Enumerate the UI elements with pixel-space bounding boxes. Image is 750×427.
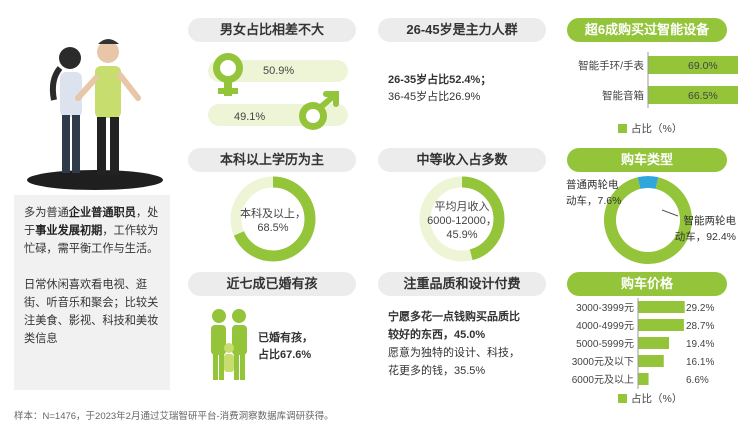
- bar: [648, 56, 738, 74]
- persona-work-text: 多为普通企业普通职员，处于事业发展初期，工作较为忙碌，需平衡工作与生活。: [24, 207, 159, 255]
- age-text: 26-35岁占比52.4%； 36-45岁占比26.9%: [388, 72, 491, 106]
- income-title: 中等收入占多数: [378, 148, 546, 172]
- quality-bold-1: 宁愿多花一点钱购买品质比: [388, 311, 520, 323]
- quality-title: 注重品质和设计付费: [378, 272, 546, 296]
- value-label: 16.1%: [686, 357, 714, 368]
- value-label: 69.0%: [688, 60, 718, 72]
- category-label: 智能音箱: [602, 89, 644, 102]
- value-label: 66.5%: [688, 90, 718, 102]
- income-arc: [419, 176, 505, 262]
- gender-title: 男女占比相差不大: [188, 18, 356, 42]
- persona-description: 多为普通企业普通职员，处于事业发展初期，工作较为忙碌，需平衡工作与生活。 日常休…: [14, 195, 170, 390]
- price-chart: 3000-3999元 29.2% 4000-4999元 28.7% 5000-5999元…: [572, 298, 714, 405]
- value-label: 28.7%: [686, 321, 714, 332]
- marriage-pct: 占比67.6%: [258, 349, 312, 361]
- income-donut: [419, 176, 505, 262]
- vehicle-type-chart: 普通两轮电动车，7.6% 智能两轮电动车，92.4%: [566, 176, 737, 264]
- bar: [638, 355, 664, 367]
- category-label: 3000-3999元: [576, 303, 634, 314]
- gender-bars: [208, 53, 348, 130]
- income-label-2: 6000-12000，: [427, 215, 497, 227]
- legend-label: 占比（%）: [631, 392, 682, 405]
- smart-devices-chart: 智能手环/手表 69.0% 智能音箱 66.5% 占比（%）: [578, 52, 738, 135]
- education-label: 本科及以上， 68.5%: [228, 207, 318, 235]
- bar: [638, 373, 649, 385]
- family-icon: [211, 309, 247, 380]
- education-label-text: 本科及以上，: [240, 208, 306, 220]
- quality-normal-2: 花更多的钱，35.5%: [388, 365, 486, 377]
- category-label: 3000元及以下: [572, 356, 634, 368]
- marriage-text: 已婚有孩， 占比67.6%: [258, 330, 313, 364]
- pie-label: 普通两轮电动车，7.6%: [566, 178, 621, 207]
- marriage-label: 已婚有孩，: [258, 332, 313, 344]
- legend-swatch: [618, 394, 627, 403]
- quality-bold-2: 较好的东西，45.0%: [388, 329, 486, 341]
- value-label: 29.2%: [686, 303, 714, 314]
- quality-normal-1: 愿意为独特的设计、科技，: [388, 347, 520, 359]
- category-label: 6000元及以上: [572, 374, 634, 386]
- marriage-title: 近七成已婚有孩: [188, 272, 356, 296]
- value-label: 6.6%: [686, 375, 709, 386]
- income-label: 平均月收入 6000-12000， 45.9%: [402, 200, 522, 242]
- price-title: 购车价格: [567, 272, 727, 296]
- education-donut: [230, 176, 316, 262]
- age-title: 26-45岁是主力人群: [378, 18, 546, 42]
- smart-devices-title: 超6成购买过智能设备: [567, 18, 727, 42]
- education-pct: 68.5%: [257, 222, 289, 234]
- pie-label: 智能两轮电动车，92.4%: [675, 214, 737, 243]
- legend-swatch: [618, 124, 627, 133]
- value-label: 19.4%: [686, 339, 714, 350]
- category-label: 5000-5999元: [576, 339, 634, 350]
- bar: [638, 337, 670, 349]
- pie-leader-line: [661, 209, 679, 217]
- vehicle-type-title: 购车类型: [567, 148, 727, 172]
- couple-illustration: [27, 39, 163, 190]
- income-pct: 45.9%: [446, 229, 478, 241]
- bar: [638, 319, 684, 331]
- age-line-2: 36-45岁占比26.9%: [388, 91, 481, 103]
- female-pct: 50.9%: [263, 65, 295, 77]
- education-arc: [230, 176, 316, 262]
- bar: [638, 301, 685, 313]
- sample-footnote: 样本：N=1476，于2023年2月通过艾瑞智研平台-消费洞察数据库调研获得。: [14, 411, 334, 422]
- education-title: 本科以上学历为主: [188, 148, 356, 172]
- bar: [648, 86, 738, 104]
- age-line-1: 26-35岁占比52.4%；: [388, 74, 492, 86]
- pie-slice: [637, 176, 659, 189]
- persona-leisure-text: 日常休闲喜欢看电视、逛街、听音乐和聚会；比较关注美食、影视、科技和美妆类信息: [24, 279, 159, 345]
- category-label: 4000-4999元: [576, 321, 634, 332]
- income-label-1: 平均月收入: [434, 201, 490, 213]
- category-label: 智能手环/手表: [578, 59, 644, 72]
- male-pct: 49.1%: [234, 111, 266, 123]
- legend-label: 占比（%）: [631, 122, 682, 135]
- pie-slice: [604, 177, 692, 264]
- quality-text: 宁愿多花一点钱购买品质比 较好的东西，45.0% 愿意为独特的设计、科技， 花更…: [388, 308, 520, 380]
